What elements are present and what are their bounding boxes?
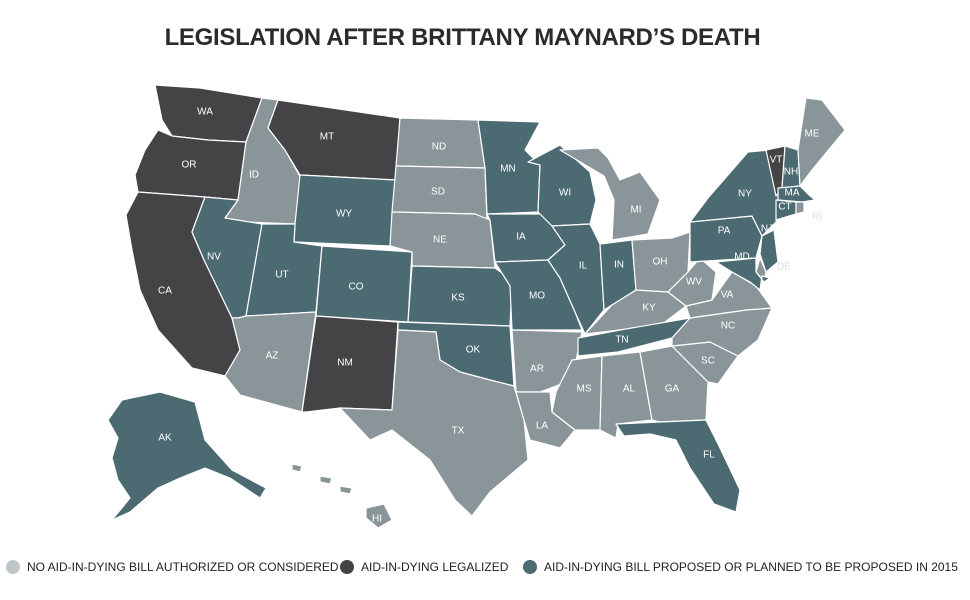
- label-IL: IL: [579, 261, 588, 272]
- state-WY[interactable]: [293, 174, 397, 247]
- label-ME: ME: [805, 129, 820, 140]
- label-ND: ND: [432, 142, 446, 153]
- state-ME[interactable]: [797, 97, 846, 187]
- label-NC: NC: [721, 321, 735, 332]
- state-VA[interactable]: [685, 271, 773, 319]
- legend-label-proposed: AID-IN-DYING BILL PROPOSED OR PLANNED TO…: [544, 560, 958, 574]
- map-title: LEGISLATION AFTER BRITTANY MAYNARD’S DEA…: [164, 24, 761, 51]
- map-legend: NO AID-IN-DYING BILL AUTHORIZED OR CONSI…: [0, 560, 970, 582]
- label-FL: FL: [703, 450, 715, 461]
- label-MO: MO: [529, 291, 545, 302]
- state-CO[interactable]: [315, 245, 413, 323]
- label-OK: OK: [466, 345, 481, 356]
- label-TX: TX: [452, 426, 465, 437]
- state-AZ[interactable]: [224, 311, 317, 413]
- label-SC: SC: [701, 356, 715, 367]
- label-CT: CT: [778, 202, 791, 213]
- label-MA: MA: [785, 188, 800, 199]
- label-IA: IA: [516, 232, 526, 243]
- label-GA: GA: [665, 384, 680, 395]
- label-CO: CO: [349, 282, 364, 293]
- label-VT: VT: [770, 155, 783, 166]
- legend-label-legal: AID-IN-DYING LEGALIZED: [361, 560, 509, 574]
- label-NH: NH: [784, 167, 798, 178]
- label-RI: RI: [812, 212, 822, 223]
- state-TX[interactable]: [339, 329, 529, 517]
- legend-item-legal: AID-IN-DYING LEGALIZED: [340, 560, 508, 574]
- state-RI[interactable]: [795, 201, 805, 215]
- label-CA: CA: [158, 286, 172, 297]
- label-MT: MT: [320, 132, 334, 143]
- label-ID: ID: [249, 170, 259, 181]
- label-NE: NE: [433, 235, 447, 246]
- label-AZ: AZ: [266, 351, 279, 362]
- label-VA: VA: [721, 290, 734, 301]
- label-MD: MD: [734, 252, 750, 263]
- label-NM: NM: [337, 358, 353, 369]
- legend-label-none: NO AID-IN-DYING BILL AUTHORIZED OR CONSI…: [27, 560, 339, 574]
- label-UT: UT: [275, 270, 288, 281]
- state-MD[interactable]: [715, 257, 771, 291]
- label-LA: LA: [536, 421, 549, 432]
- legend-swatch-legal: [340, 560, 354, 574]
- label-NY: NY: [738, 189, 752, 200]
- legend-item-none: NO AID-IN-DYING BILL AUTHORIZED OR CONSI…: [6, 560, 339, 574]
- state-WV[interactable]: [667, 257, 717, 307]
- label-WA: WA: [197, 107, 213, 118]
- state-FL[interactable]: [615, 419, 741, 513]
- legend-swatch-proposed: [523, 560, 537, 574]
- label-IN: IN: [614, 260, 624, 271]
- label-MS: MS: [577, 384, 592, 395]
- label-AK: AK: [158, 433, 172, 444]
- label-MN: MN: [500, 164, 516, 175]
- state-IL[interactable]: [547, 223, 605, 335]
- state-LA[interactable]: [515, 391, 576, 449]
- label-TN: TN: [615, 335, 628, 346]
- label-WY: WY: [336, 209, 352, 220]
- label-MI: MI: [630, 205, 641, 216]
- state-MI[interactable]: [559, 147, 661, 241]
- label-NV: NV: [207, 252, 221, 263]
- state-NJ[interactable]: [759, 229, 779, 273]
- label-KS: KS: [451, 293, 465, 304]
- label-DE: DE: [777, 262, 791, 273]
- label-WV: WV: [686, 277, 702, 288]
- label-OH: OH: [653, 257, 668, 268]
- state-PA[interactable]: [689, 215, 763, 263]
- label-AR: AR: [530, 364, 544, 375]
- label-AL: AL: [623, 384, 636, 395]
- legend-swatch-none: [6, 560, 20, 574]
- label-NJ: NJ: [761, 224, 773, 235]
- label-PA: PA: [718, 226, 731, 237]
- legend-item-proposed: AID-IN-DYING BILL PROPOSED OR PLANNED TO…: [523, 560, 958, 574]
- state-HI[interactable]: [291, 463, 393, 529]
- label-HI: HI: [372, 514, 382, 525]
- state-AK[interactable]: [107, 391, 267, 521]
- label-KY: KY: [642, 303, 656, 314]
- label-OR: OR: [182, 160, 197, 171]
- label-SD: SD: [431, 187, 445, 198]
- label-WI: WI: [559, 188, 571, 199]
